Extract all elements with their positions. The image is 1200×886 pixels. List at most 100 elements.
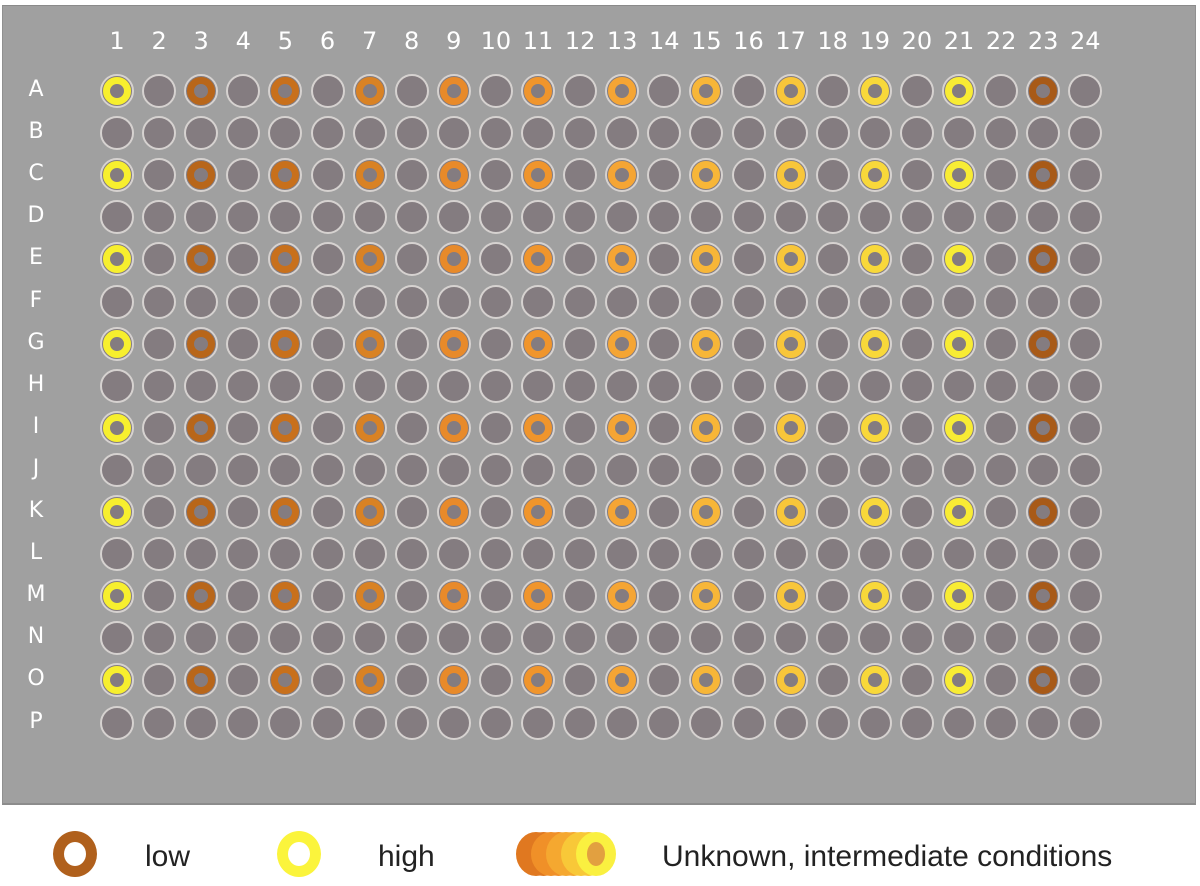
- well-J2[interactable]: [142, 452, 177, 487]
- well-K6[interactable]: [310, 495, 345, 529]
- well-B23[interactable]: [1026, 116, 1061, 151]
- well-B3[interactable]: [184, 116, 219, 151]
- well-J12[interactable]: [563, 452, 598, 487]
- well-P24[interactable]: [1068, 705, 1103, 740]
- well-P9[interactable]: [436, 705, 471, 740]
- well-O4[interactable]: [226, 663, 261, 698]
- well-H14[interactable]: [647, 368, 682, 403]
- well-F20[interactable]: [899, 284, 934, 319]
- well-G19[interactable]: [857, 326, 892, 361]
- well-C22[interactable]: [984, 158, 1019, 193]
- well-H4[interactable]: [226, 368, 261, 403]
- well-C7[interactable]: [352, 158, 387, 193]
- well-A23[interactable]: [1026, 74, 1061, 108]
- well-P5[interactable]: [268, 705, 303, 740]
- well-N14[interactable]: [647, 621, 682, 656]
- well-J19[interactable]: [857, 452, 892, 487]
- well-N12[interactable]: [563, 621, 598, 656]
- well-I5[interactable]: [268, 410, 303, 445]
- well-H21[interactable]: [942, 368, 976, 403]
- well-B16[interactable]: [731, 116, 766, 151]
- well-M18[interactable]: [815, 579, 850, 614]
- well-B15[interactable]: [689, 116, 724, 151]
- well-M11[interactable]: [521, 579, 555, 614]
- well-G9[interactable]: [436, 326, 471, 361]
- well-M7[interactable]: [352, 579, 387, 614]
- well-H7[interactable]: [352, 368, 387, 403]
- well-O3[interactable]: [184, 663, 219, 698]
- well-O20[interactable]: [899, 663, 934, 698]
- well-O22[interactable]: [984, 663, 1019, 698]
- well-L17[interactable]: [773, 537, 808, 572]
- well-A15[interactable]: [689, 74, 724, 108]
- well-P20[interactable]: [899, 705, 934, 740]
- well-H22[interactable]: [984, 368, 1019, 403]
- well-E16[interactable]: [731, 242, 766, 277]
- well-N15[interactable]: [689, 621, 724, 656]
- well-K9[interactable]: [436, 495, 471, 529]
- well-F18[interactable]: [815, 284, 850, 319]
- well-E20[interactable]: [899, 242, 934, 277]
- well-K14[interactable]: [647, 495, 682, 529]
- well-B13[interactable]: [605, 116, 640, 151]
- well-C14[interactable]: [647, 158, 682, 193]
- well-L18[interactable]: [815, 537, 850, 572]
- well-L9[interactable]: [436, 537, 471, 572]
- well-M5[interactable]: [268, 579, 303, 614]
- well-B11[interactable]: [521, 116, 555, 151]
- well-O7[interactable]: [352, 663, 387, 698]
- well-E4[interactable]: [226, 242, 261, 277]
- well-D3[interactable]: [184, 200, 219, 235]
- well-I21[interactable]: [942, 410, 976, 445]
- well-L12[interactable]: [563, 537, 598, 572]
- well-B5[interactable]: [268, 116, 303, 151]
- well-M19[interactable]: [857, 579, 892, 614]
- well-I2[interactable]: [142, 410, 177, 445]
- well-G13[interactable]: [605, 326, 640, 361]
- well-A19[interactable]: [857, 74, 892, 108]
- well-N2[interactable]: [142, 621, 177, 656]
- well-N10[interactable]: [478, 621, 513, 656]
- well-I3[interactable]: [184, 410, 219, 445]
- well-K19[interactable]: [857, 495, 892, 529]
- well-K21[interactable]: [942, 495, 976, 529]
- well-G15[interactable]: [689, 326, 724, 361]
- well-I6[interactable]: [310, 410, 345, 445]
- well-M9[interactable]: [436, 579, 471, 614]
- well-C1[interactable]: [100, 158, 134, 193]
- well-N6[interactable]: [310, 621, 345, 656]
- well-F16[interactable]: [731, 284, 766, 319]
- well-B24[interactable]: [1068, 116, 1103, 151]
- well-H3[interactable]: [184, 368, 219, 403]
- well-N23[interactable]: [1026, 621, 1061, 656]
- well-G20[interactable]: [899, 326, 934, 361]
- well-I9[interactable]: [436, 410, 471, 445]
- well-G4[interactable]: [226, 326, 261, 361]
- well-P8[interactable]: [394, 705, 429, 740]
- well-E3[interactable]: [184, 242, 219, 277]
- well-F21[interactable]: [942, 284, 976, 319]
- well-C6[interactable]: [310, 158, 345, 193]
- well-I4[interactable]: [226, 410, 261, 445]
- well-P15[interactable]: [689, 705, 724, 740]
- well-I16[interactable]: [731, 410, 766, 445]
- well-L8[interactable]: [394, 537, 429, 572]
- well-F6[interactable]: [310, 284, 345, 319]
- well-I24[interactable]: [1068, 410, 1103, 445]
- well-K12[interactable]: [563, 495, 598, 529]
- well-A9[interactable]: [436, 74, 471, 108]
- well-O18[interactable]: [815, 663, 850, 698]
- well-M16[interactable]: [731, 579, 766, 614]
- well-L21[interactable]: [942, 537, 976, 572]
- well-P17[interactable]: [773, 705, 808, 740]
- well-J7[interactable]: [352, 452, 387, 487]
- well-I20[interactable]: [899, 410, 934, 445]
- well-O17[interactable]: [773, 663, 808, 698]
- well-J14[interactable]: [647, 452, 682, 487]
- well-E6[interactable]: [310, 242, 345, 277]
- well-H15[interactable]: [689, 368, 724, 403]
- well-J18[interactable]: [815, 452, 850, 487]
- well-H6[interactable]: [310, 368, 345, 403]
- well-N18[interactable]: [815, 621, 850, 656]
- well-F7[interactable]: [352, 284, 387, 319]
